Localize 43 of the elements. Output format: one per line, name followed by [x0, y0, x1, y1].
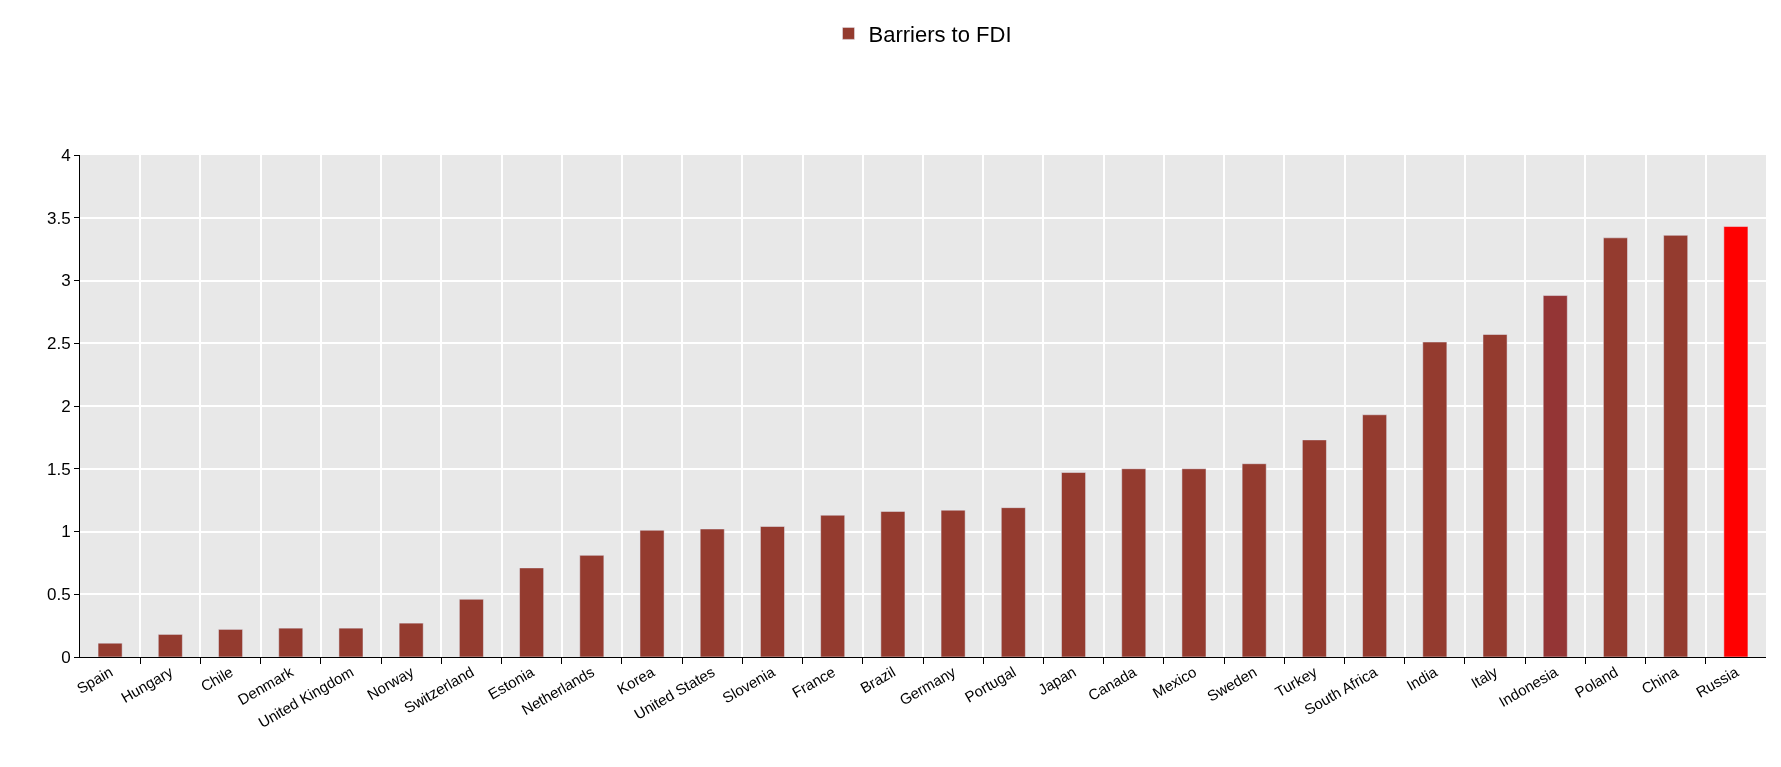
y-tick-label: 3 — [61, 271, 71, 291]
bar — [579, 555, 605, 657]
x-tick-label: Italy — [1467, 662, 1501, 692]
bar — [97, 642, 123, 657]
bar — [1422, 341, 1448, 657]
bar — [639, 530, 665, 657]
bar — [398, 622, 424, 657]
bar — [1302, 439, 1327, 657]
bar — [1121, 468, 1147, 657]
bar — [1542, 295, 1568, 657]
x-tick-label: Spain — [73, 662, 116, 697]
bar — [519, 567, 544, 657]
bar — [1663, 235, 1688, 657]
bar — [699, 528, 725, 657]
bar — [1241, 463, 1267, 657]
bar — [1001, 507, 1026, 657]
y-tick-label: 4 — [61, 145, 71, 165]
x-tick-label: India — [1403, 662, 1441, 694]
bar — [940, 509, 966, 657]
bar — [1723, 226, 1749, 657]
x-tick-label: Chile — [197, 662, 236, 695]
y-tick-label: 1.5 — [46, 459, 71, 479]
x-tick-label: China — [1638, 662, 1682, 698]
bar — [1061, 472, 1086, 657]
bar — [1482, 334, 1508, 657]
bar — [218, 629, 243, 657]
y-tick-label: 0 — [61, 647, 71, 667]
y-tick-label: 2 — [61, 396, 71, 416]
bar — [880, 511, 906, 657]
y-tick-label: 1 — [61, 522, 71, 542]
bar — [158, 634, 183, 657]
bar — [760, 526, 785, 657]
bar — [820, 514, 845, 657]
bar — [1362, 414, 1387, 657]
bar — [278, 627, 304, 657]
y-tick-label: 0.5 — [46, 585, 71, 605]
y-tick-label: 3.5 — [46, 208, 71, 228]
bar — [459, 599, 484, 657]
legend-label: Barriers to FDI — [868, 21, 1012, 47]
bar — [1181, 468, 1207, 657]
y-tick-label: 2.5 — [46, 334, 71, 354]
bar — [1603, 237, 1628, 657]
bar — [338, 627, 364, 657]
